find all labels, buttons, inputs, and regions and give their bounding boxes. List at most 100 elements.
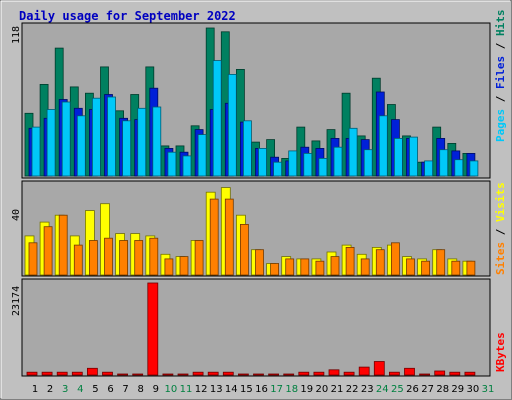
bar-pages-day-30 <box>469 160 479 177</box>
bar-pages-day-8 <box>137 107 147 177</box>
x-label-day-1: 1 <box>32 384 38 395</box>
x-label-day-30: 30 <box>467 384 480 395</box>
bar-sites-day-29 <box>451 260 461 276</box>
x-label-day-10: 10 <box>165 384 178 395</box>
bar-kbytes-day-6 <box>102 371 113 376</box>
bar-pages-day-4 <box>76 115 86 177</box>
bar-kbytes-day-28 <box>434 370 446 376</box>
x-label-day-25: 25 <box>391 384 404 395</box>
bar-sites-day-17 <box>270 263 280 276</box>
bar-sites-day-12 <box>194 240 204 276</box>
x-label-day-3: 3 <box>62 384 68 395</box>
bar-pages-day-15 <box>242 120 252 177</box>
bar-kbytes-day-8 <box>132 373 144 376</box>
bar-sites-day-28 <box>436 249 446 276</box>
bar-sites-day-16 <box>255 249 264 276</box>
bar-kbytes-day-20 <box>313 371 325 376</box>
bar-pages-day-16 <box>258 147 267 177</box>
bar-pages-day-13 <box>212 60 222 177</box>
bar-pages-day-3 <box>61 101 71 177</box>
panel-kbytes <box>21 278 491 377</box>
x-label-day-24: 24 <box>376 384 389 395</box>
bar-kbytes-day-3 <box>56 371 68 376</box>
bar-kbytes-day-13 <box>207 371 219 376</box>
bar-pages-day-1 <box>31 126 41 177</box>
legend-sep-2: / <box>494 36 507 56</box>
bar-sites-day-4 <box>73 244 83 276</box>
bar-pages-day-19 <box>303 152 313 177</box>
x-label-day-11: 11 <box>180 384 193 395</box>
bar-sites-day-23 <box>360 258 370 276</box>
bar-pages-day-29 <box>454 159 464 177</box>
bar-kbytes-day-9 <box>147 282 159 376</box>
x-label-day-13: 13 <box>210 384 223 395</box>
bar-sites-day-10 <box>164 258 174 276</box>
x-label-day-2: 2 <box>47 384 53 395</box>
x-label-day-31: 31 <box>482 384 495 395</box>
legend-kbytes-group: KBytes <box>494 332 507 372</box>
bar-pages-day-10 <box>167 151 177 177</box>
bar-kbytes-day-26 <box>404 367 415 376</box>
bar-kbytes-day-25 <box>388 371 400 376</box>
bar-sites-day-15 <box>239 223 249 276</box>
bar-pages-day-6 <box>107 96 116 177</box>
x-label-day-26: 26 <box>406 384 419 395</box>
x-label-day-23: 23 <box>361 384 374 395</box>
bar-kbytes-day-23 <box>358 366 370 376</box>
bar-pages-day-18 <box>288 150 298 177</box>
x-label-day-21: 21 <box>331 384 344 395</box>
bar-pages-day-24 <box>378 115 388 177</box>
x-label-day-12: 12 <box>195 384 208 395</box>
bar-kbytes-day-2 <box>41 371 53 376</box>
bar-sites-day-21 <box>330 256 340 276</box>
bar-kbytes-day-7 <box>117 373 128 376</box>
bar-pages-day-21 <box>333 146 343 177</box>
legend-sep-1: / <box>494 89 507 109</box>
bar-kbytes-day-24 <box>373 361 385 376</box>
legend-visits: Visits <box>494 182 507 222</box>
bar-kbytes-day-19 <box>298 371 310 376</box>
bar-kbytes-day-15 <box>237 373 249 376</box>
bar-sites-day-26 <box>406 258 415 276</box>
bar-sites-day-18 <box>285 258 295 276</box>
legend-sep-3: / <box>494 222 507 242</box>
x-label-day-6: 6 <box>107 384 113 395</box>
bar-pages-day-12 <box>197 134 207 177</box>
x-label-day-8: 8 <box>138 384 144 395</box>
bar-kbytes-day-10 <box>162 373 174 376</box>
bar-pages-day-25 <box>393 137 403 177</box>
x-label-day-17: 17 <box>270 384 283 395</box>
bar-sites-day-9 <box>149 237 159 276</box>
ymax-label-kbytes: 23174 <box>11 286 22 316</box>
bar-pages-day-11 <box>182 155 192 177</box>
bar-sites-day-27 <box>421 260 431 276</box>
x-label-day-9: 9 <box>153 384 159 395</box>
bar-kbytes-day-30 <box>464 371 476 376</box>
legend-visits-sites: Sites / Visits <box>494 182 507 275</box>
chart-title: Daily usage for September 2022 <box>19 9 236 23</box>
bar-sites-day-30 <box>466 260 476 276</box>
bar-sites-day-11 <box>179 256 189 276</box>
bar-sites-day-19 <box>300 258 310 276</box>
bar-sites-day-24 <box>375 249 385 276</box>
bar-kbytes-day-18 <box>283 373 295 376</box>
bar-kbytes-day-5 <box>87 367 98 376</box>
x-label-day-16: 16 <box>255 384 268 395</box>
bars-layer <box>24 27 479 376</box>
bar-kbytes-day-17 <box>268 373 280 376</box>
x-label-day-4: 4 <box>77 384 83 395</box>
bar-sites-day-1 <box>28 242 38 276</box>
bar-kbytes-day-16 <box>253 373 264 376</box>
bar-sites-day-14 <box>224 198 234 276</box>
bar-kbytes-day-29 <box>449 371 461 376</box>
bar-pages-day-5 <box>92 97 101 177</box>
bar-sites-day-13 <box>209 198 219 276</box>
bar-sites-day-3 <box>58 214 68 276</box>
x-label-day-5: 5 <box>92 384 98 395</box>
bar-sites-day-6 <box>104 237 113 276</box>
bar-kbytes-day-1 <box>26 371 38 376</box>
bar-pages-day-2 <box>46 109 56 177</box>
legend-pages: Pages <box>494 109 507 142</box>
bar-sites-day-25 <box>390 242 400 276</box>
